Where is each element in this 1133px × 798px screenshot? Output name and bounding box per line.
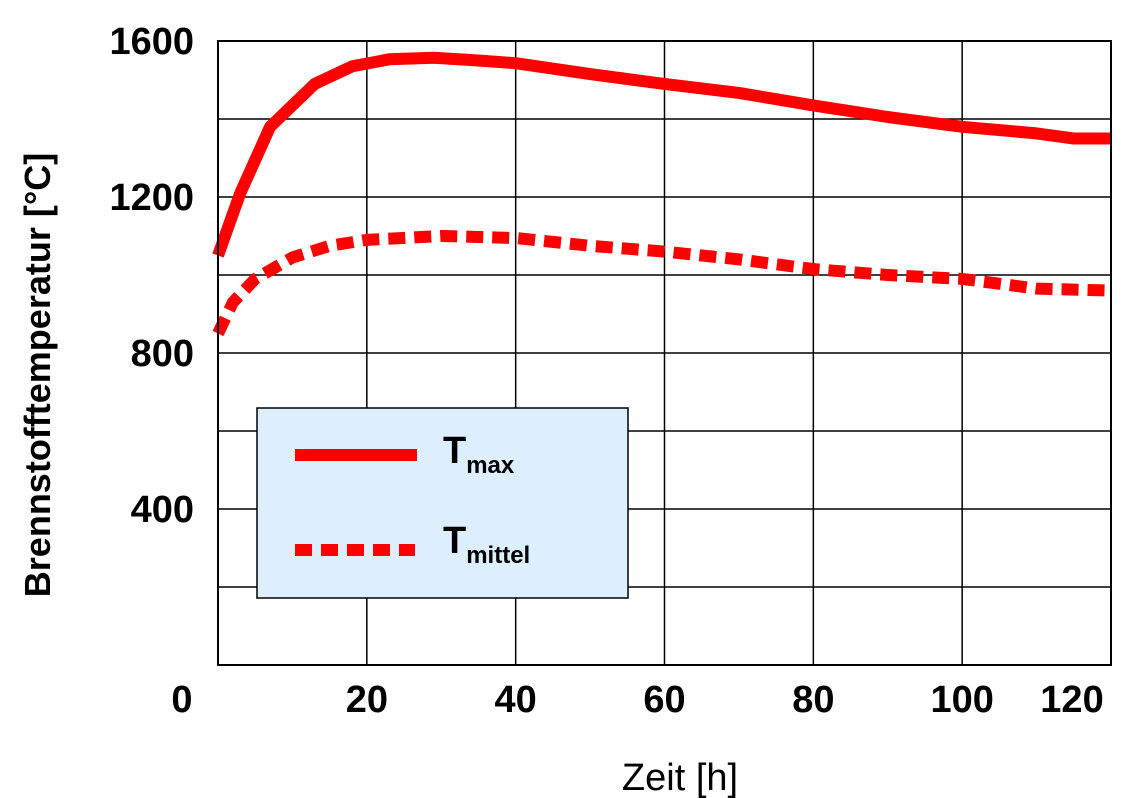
x-tick-label: 80 — [792, 679, 834, 721]
x-tick-label: 20 — [346, 679, 388, 721]
legend: Tmax Tmittel — [256, 407, 629, 599]
legend-label-tmittel-sub: mittel — [466, 542, 530, 569]
y-tick-label: 1200 — [109, 177, 194, 219]
series-lines — [212, 51, 1112, 337]
legend-label-tmax-sub: max — [466, 452, 515, 479]
y-tick-labels: 400 800 1200 1600 — [109, 21, 194, 531]
x-tick-label: 40 — [495, 679, 537, 721]
series-line-max — [212, 51, 1111, 258]
legend-label-tmax: Tmax — [443, 430, 515, 479]
x-axis-label: Zeit [h] — [622, 757, 738, 798]
x-tick-label: 120 — [1040, 679, 1103, 721]
y-tick-label: 800 — [131, 333, 194, 375]
series-line-mittel — [212, 230, 1112, 337]
y-tick-label: 1600 — [109, 21, 194, 63]
plot-frame — [217, 40, 1112, 666]
x-tick-label: 60 — [643, 679, 685, 721]
x-tick-label: 0 — [171, 679, 192, 721]
legend-label-tmittel: Tmittel — [443, 520, 530, 569]
legend-box — [256, 407, 629, 599]
y-axis-label: Brennstofftemperatur [°C] — [17, 153, 58, 597]
x-tick-labels: 0 20 40 60 80 100 120 — [171, 679, 1103, 721]
y-tick-label: 400 — [131, 489, 194, 531]
legend-label-tmax-main: T — [443, 430, 466, 472]
x-tick-label: 100 — [930, 679, 993, 721]
legend-label-tmittel-main: T — [443, 520, 466, 562]
